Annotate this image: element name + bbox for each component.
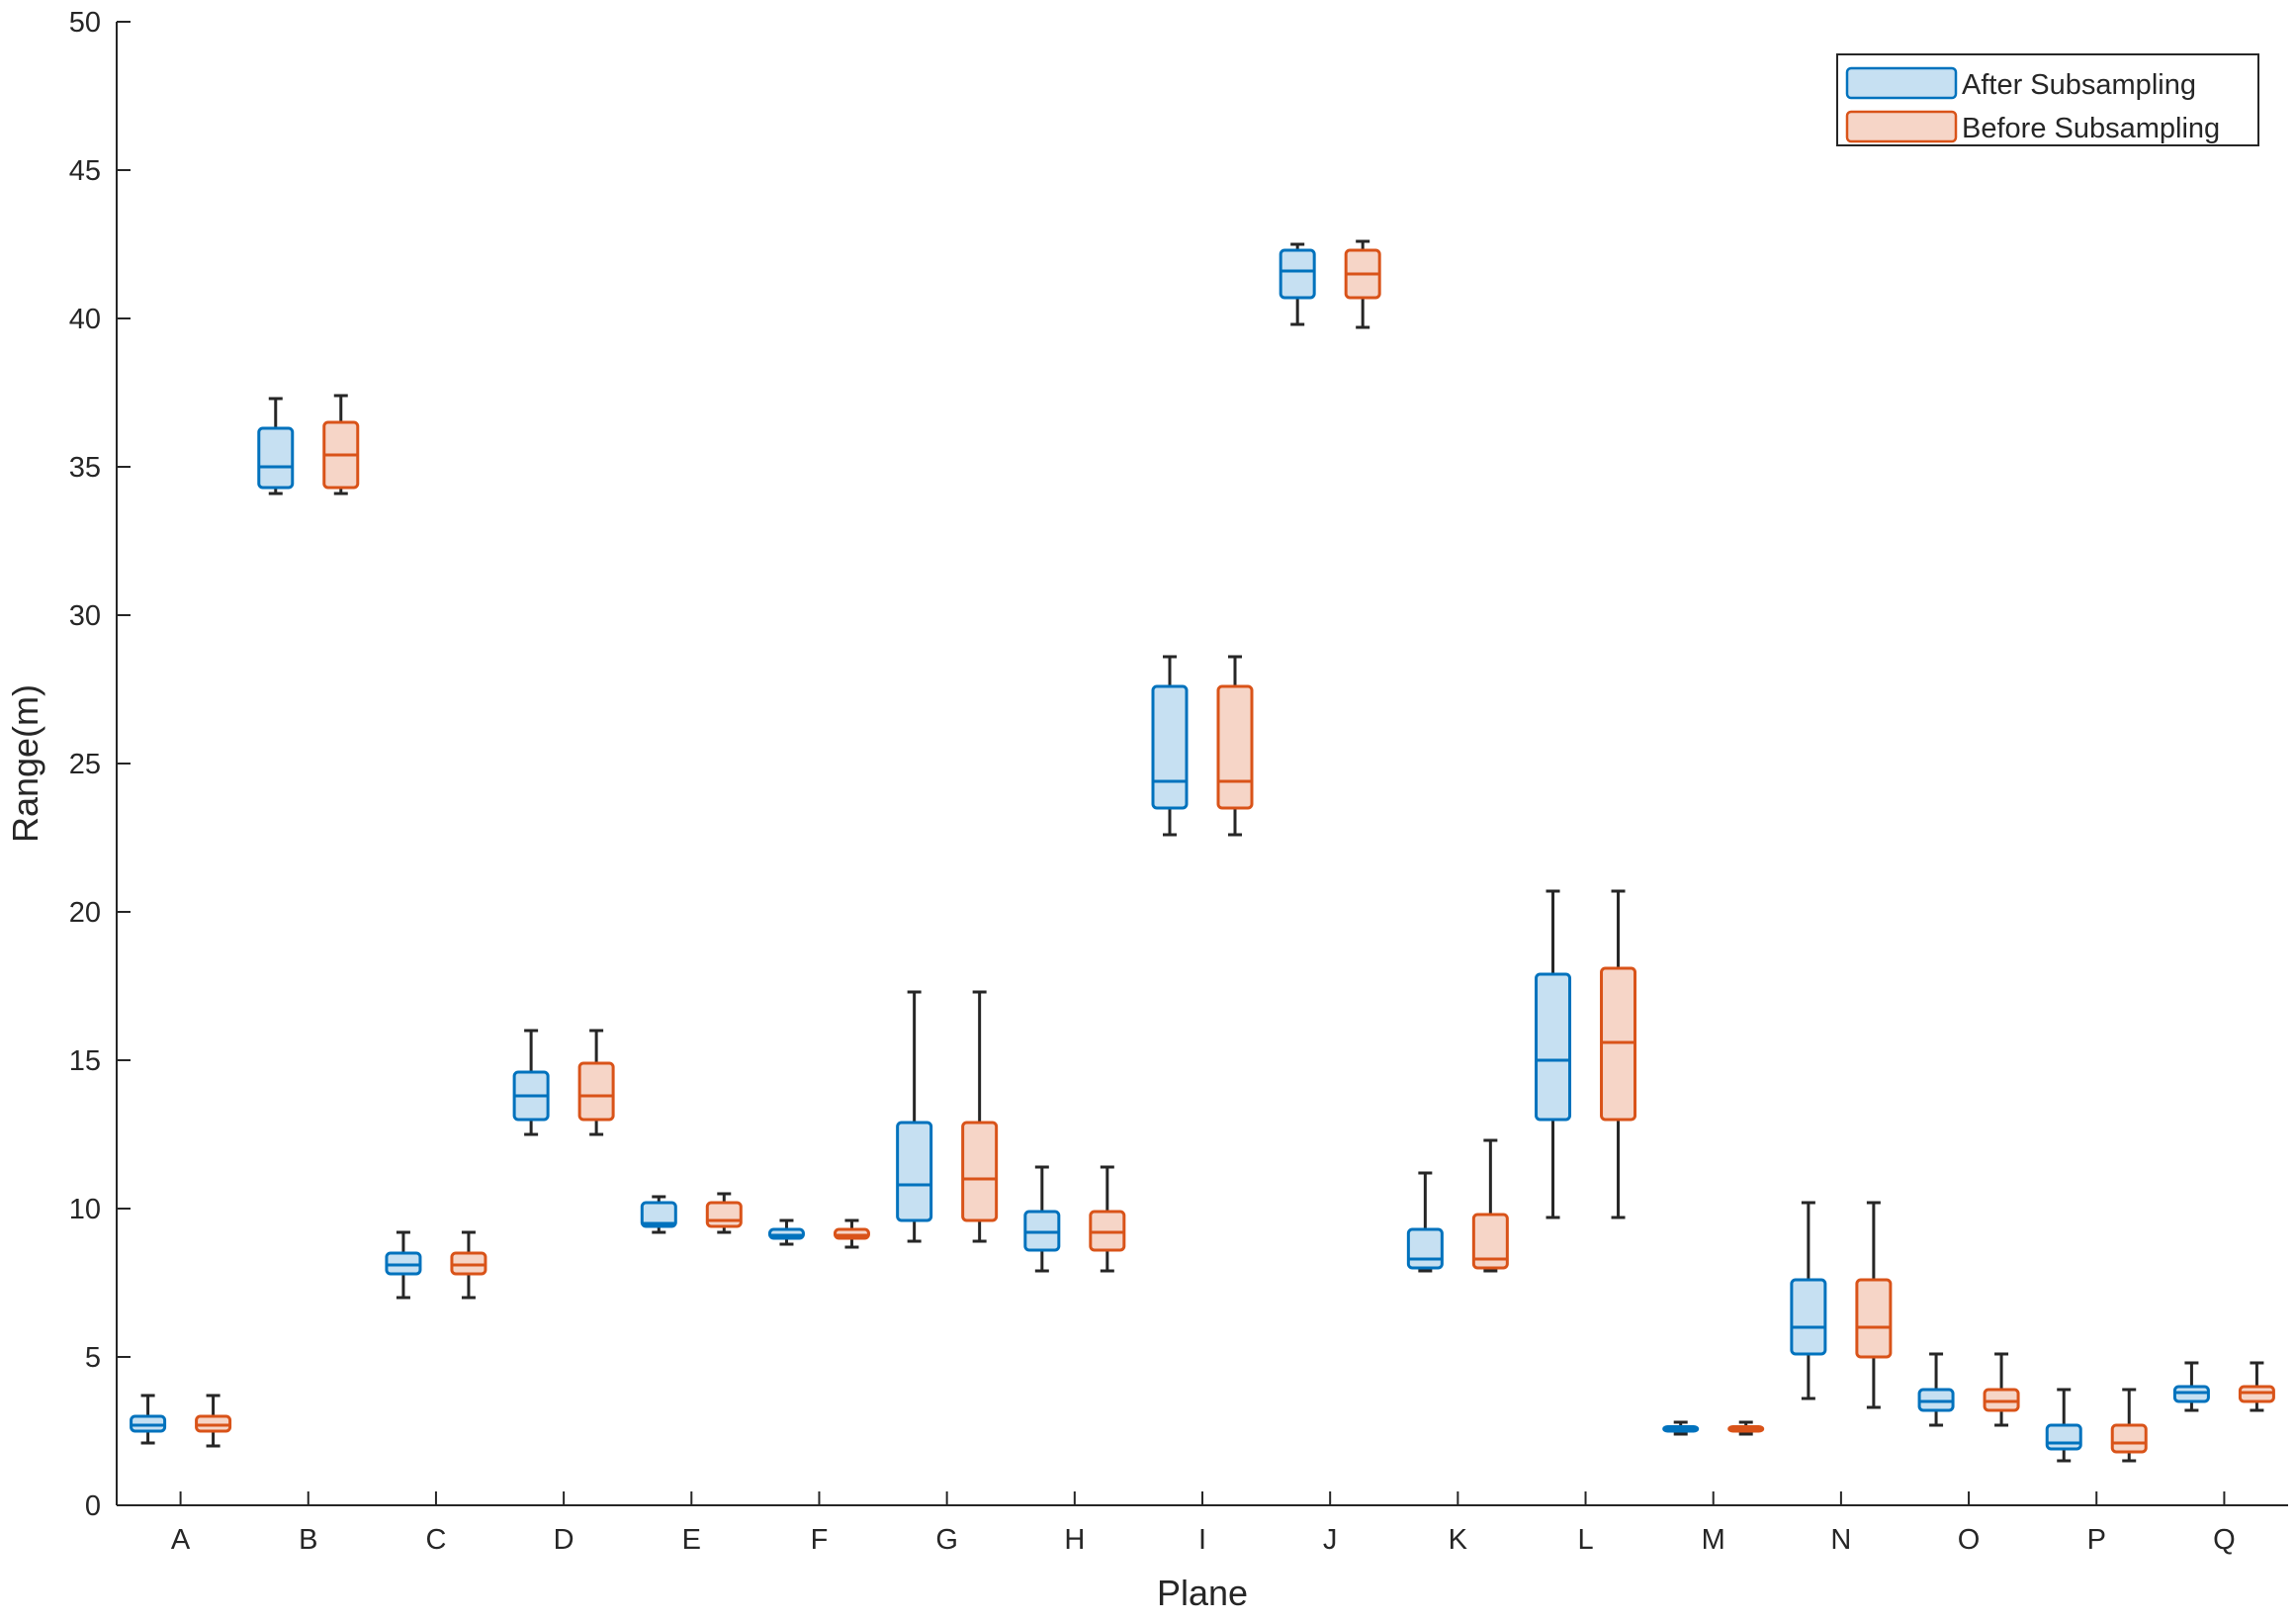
box-group [1344,239,1381,329]
legend-swatch-before [1845,110,1958,143]
y-tick-label: 45 [69,155,101,187]
box-iqr [577,1061,615,1122]
x-tick-label: A [171,1524,191,1556]
box-series [130,239,2275,1463]
x-tick-label: D [554,1524,574,1556]
box-iqr [1855,1278,1893,1359]
x-tick-label: F [811,1524,829,1556]
box-group [385,1230,422,1300]
box-iqr [896,1121,933,1222]
box-group [1983,1352,2020,1427]
box-group [1023,1165,1061,1273]
box-group [257,397,295,496]
box-group [1855,1201,1893,1409]
box-iqr [2045,1423,2082,1451]
x-tick-label: E [682,1524,701,1556]
box-group [195,1394,232,1448]
box-iqr [1216,684,1254,810]
box-group [1790,1201,1827,1400]
legend: After Subsampling Before Subsampling [1836,53,2259,146]
box-group [961,990,999,1243]
box-group [1406,1171,1444,1273]
y-tick-label: 35 [69,452,101,484]
box-group [1535,889,1572,1219]
y-tick-label: 25 [69,749,101,780]
box-group [1917,1352,1955,1427]
y-tick-label: 20 [69,897,101,929]
box-group [896,990,933,1243]
x-tick-label: J [1323,1524,1338,1556]
y-tick-label: 50 [69,7,101,39]
box-group [1151,655,1189,837]
box-iqr [1279,248,1316,300]
box-iqr [705,1201,743,1228]
box-group [2238,1361,2275,1412]
y-tick-label: 5 [85,1342,101,1374]
box-group [2110,1388,2148,1463]
box-group [1471,1138,1509,1273]
box-group [2045,1388,2082,1463]
x-tick-label: O [1958,1524,1981,1556]
box-iqr [1535,972,1572,1122]
box-iqr [2110,1423,2148,1454]
box-group [577,1029,615,1136]
x-axis-title: Plane [1157,1573,1248,1613]
y-axis-title: Range(m) [5,684,45,843]
box-group [1279,242,1316,326]
box-group [130,1394,167,1445]
legend-label-before: Before Subsampling [1962,113,2220,144]
box-group [1727,1420,1765,1436]
y-tick-label: 0 [85,1490,101,1522]
x-tick-label: L [1577,1524,1593,1556]
box-group [705,1192,743,1234]
x-tick-label: P [2087,1524,2106,1556]
box-iqr [257,426,295,490]
x-axis-ticks: A B C D E F G H I J K L M N O P Q [171,1491,2236,1556]
x-tick-label: M [1702,1524,1725,1556]
x-tick-label: Q [2213,1524,2236,1556]
y-tick-label: 15 [69,1045,101,1077]
box-group [322,394,360,496]
box-group [450,1230,487,1300]
box-iqr [1406,1227,1444,1270]
box-group [1089,1165,1126,1273]
box-group [1662,1420,1700,1436]
y-tick-label: 10 [69,1194,101,1225]
box-group [767,1218,805,1246]
box-iqr [961,1121,999,1222]
y-tick-label: 30 [69,600,101,632]
x-tick-label: I [1198,1524,1206,1556]
box-iqr [640,1201,677,1228]
box-iqr [1790,1278,1827,1356]
y-axis-ticks: 0 5 10 15 20 25 30 35 40 45 50 [69,7,131,1522]
legend-swatch-after [1845,66,1958,100]
y-tick-label: 40 [69,304,101,335]
legend-label-after: After Subsampling [1962,69,2196,101]
box-group [833,1218,870,1249]
box-group [1600,889,1637,1219]
box-group [2172,1361,2210,1412]
box-group [512,1029,550,1136]
box-iqr [1471,1213,1509,1270]
x-tick-label: K [1449,1524,1468,1556]
box-group [640,1195,677,1234]
box-group [1216,655,1254,837]
x-tick-label: H [1064,1524,1085,1556]
x-tick-label: G [935,1524,958,1556]
x-tick-label: N [1830,1524,1851,1556]
x-tick-label: C [425,1524,446,1556]
box-iqr [1151,684,1189,810]
x-tick-label: B [299,1524,317,1556]
